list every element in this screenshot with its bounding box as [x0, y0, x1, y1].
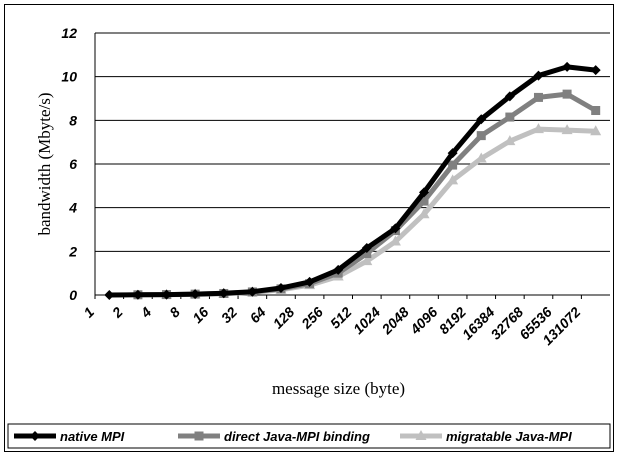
series-2-point: [447, 174, 459, 185]
chart-frame: [4, 4, 614, 452]
series-2-point: [590, 125, 602, 136]
series-0-point: [161, 289, 172, 300]
legend-label-1: direct Java-MPI binding: [224, 429, 370, 444]
legend-marker-1: [194, 431, 204, 441]
series-0-point: [275, 283, 286, 294]
x-tick-label: 16: [189, 304, 211, 326]
y-tick-label: 0: [69, 287, 77, 303]
series-1-point: [448, 160, 458, 170]
y-tick-label: 4: [68, 200, 77, 216]
x-tick-label: 2: [108, 304, 126, 322]
series-0-point: [104, 290, 115, 300]
series-1-point: [562, 89, 572, 99]
series-1-point: [419, 196, 429, 206]
series-0-point: [390, 223, 401, 234]
y-tick-label: 10: [61, 69, 77, 85]
x-tick-label: 1: [80, 304, 97, 321]
series-0-point: [190, 289, 201, 300]
series-0-point: [476, 114, 487, 125]
series-line-0: [109, 64, 596, 298]
x-tick-label: 4096: [406, 304, 440, 338]
series-1-point: [591, 106, 601, 116]
series-0-point: [247, 286, 258, 297]
series-1-point: [533, 92, 543, 102]
series-0-point: [218, 288, 229, 299]
series-2-point: [532, 123, 544, 134]
legend-label-2: migratable Java-MPI: [446, 429, 572, 444]
series-1-point: [362, 249, 372, 259]
x-tick-label: 64: [246, 304, 268, 326]
series-0-point: [562, 61, 573, 72]
series-2-point: [561, 124, 573, 135]
series-0-point: [533, 70, 544, 81]
series-0-point: [590, 65, 601, 76]
x-tick-label: 2048: [378, 304, 412, 338]
y-axis-title: bandwidth (Mbyte/s): [35, 92, 54, 235]
y-tick-label: 8: [69, 112, 77, 128]
x-tick-label: 1024: [350, 304, 383, 337]
series-2-point: [504, 135, 516, 146]
x-tick-label: 4: [137, 304, 155, 322]
series-1-point: [505, 112, 515, 122]
x-tick-label: 128: [270, 304, 298, 332]
series-0-point: [447, 148, 458, 159]
series-line-2: [166, 126, 596, 298]
series-0-point: [304, 276, 315, 287]
x-tick-label: 256: [297, 304, 326, 333]
x-tick-label: 8: [166, 304, 183, 321]
legend-box: [7, 423, 611, 449]
series-0-point: [504, 91, 515, 102]
legend-marker-2: [415, 430, 427, 440]
y-tick-label: 2: [68, 243, 77, 259]
legend-marker-0: [30, 431, 40, 441]
series-2-point: [418, 208, 430, 219]
series-0-point: [132, 289, 143, 300]
series-0-point: [419, 187, 430, 198]
x-tick-label: 32: [218, 304, 240, 326]
legend-label-0: native MPI: [60, 429, 125, 444]
series-2-point: [475, 152, 487, 163]
series-2-point: [361, 255, 373, 266]
series-1-point: [476, 131, 486, 141]
y-tick-label: 12: [61, 25, 77, 41]
series-0-point: [361, 243, 372, 254]
x-axis-title: message size (byte): [272, 379, 405, 398]
series-0-point: [333, 264, 344, 275]
y-tick-label: 6: [69, 156, 77, 172]
series-2-point: [389, 235, 401, 246]
